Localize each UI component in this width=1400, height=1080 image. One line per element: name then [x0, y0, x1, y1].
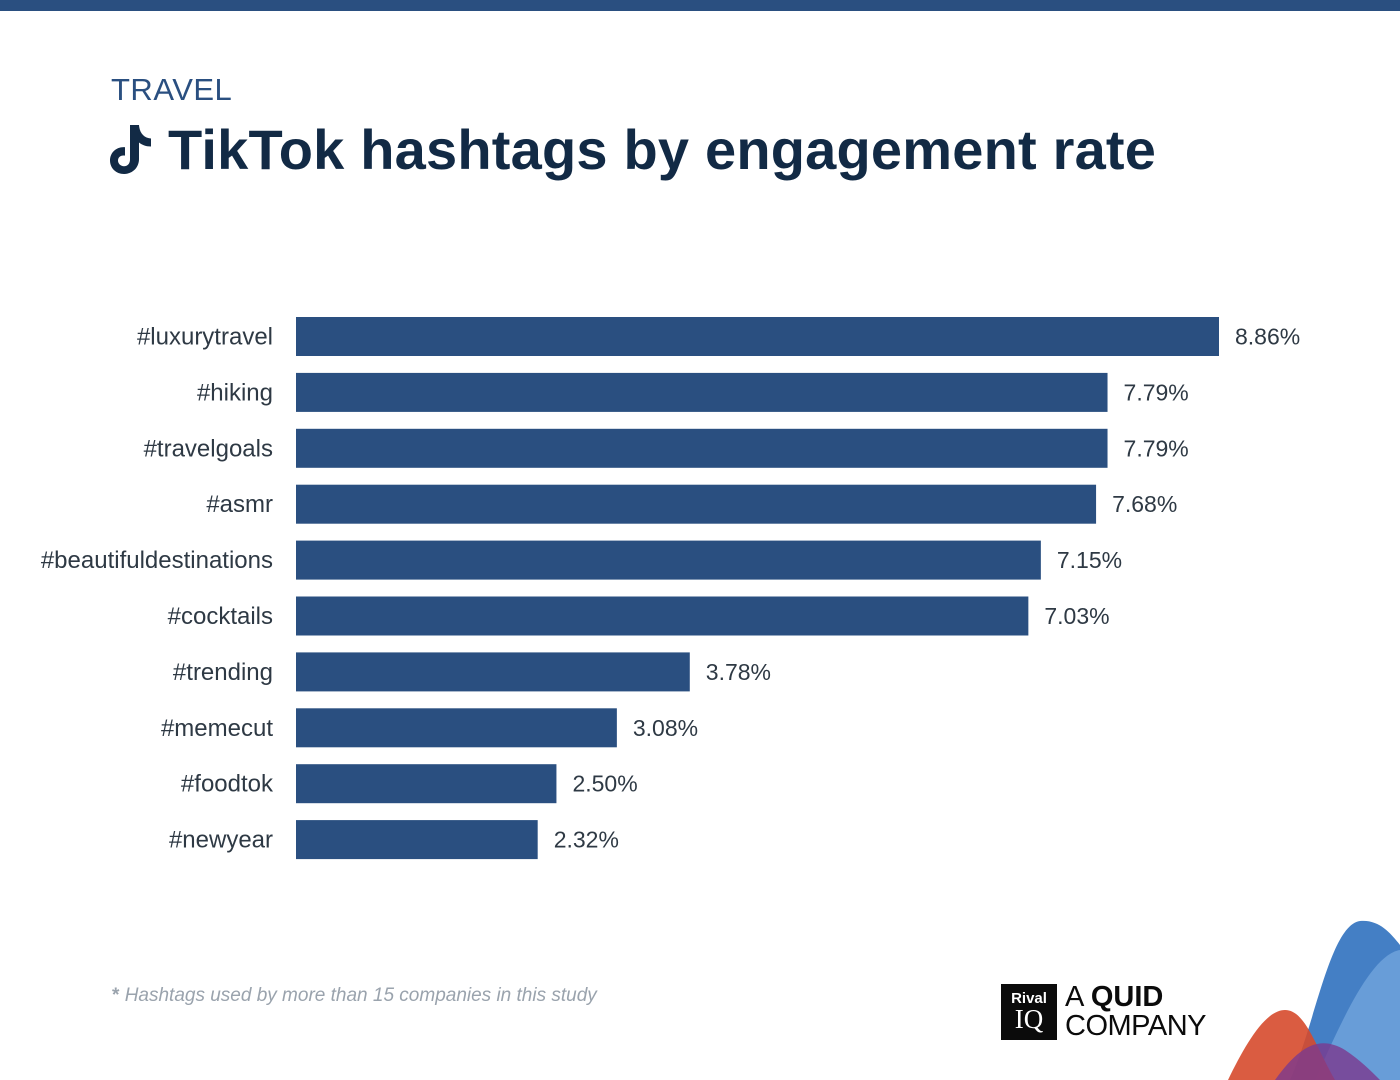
bar — [296, 484, 1097, 524]
value-label: 7.03% — [1044, 603, 1109, 629]
category-label: #memecut — [161, 715, 273, 742]
category-label: TRAVEL — [111, 72, 233, 107]
category-label: #beautifuldestinations — [41, 547, 273, 574]
value-label: 7.79% — [1124, 435, 1189, 461]
category-label: #trending — [173, 659, 273, 686]
category-label: #cocktails — [168, 603, 273, 630]
bar — [296, 540, 1041, 580]
bar — [296, 317, 1219, 356]
logo-a-text: A — [1065, 981, 1083, 1013]
footnote-text: Hashtags used by more than 15 companies … — [124, 985, 597, 1006]
footnote-star: * — [112, 985, 120, 1006]
category-label: #asmr — [206, 491, 273, 518]
bar — [296, 652, 690, 692]
bar — [296, 372, 1108, 412]
bar — [296, 708, 617, 748]
value-label: 3.78% — [706, 659, 771, 685]
category-label: #newyear — [169, 827, 273, 854]
value-label: 3.08% — [633, 715, 698, 741]
value-label: 7.68% — [1112, 491, 1177, 517]
logo-company-text: COMPANY — [1065, 1010, 1206, 1042]
bar — [296, 764, 557, 804]
chart-title: TikTok hashtags by engagement rate — [168, 117, 1157, 181]
value-label: 7.79% — [1124, 379, 1189, 405]
rival-iq-logo-mark: Rival IQ — [1001, 984, 1057, 1040]
value-label: 7.15% — [1057, 547, 1122, 573]
bar — [296, 428, 1108, 468]
decorative-waves — [1228, 920, 1400, 1080]
bar — [296, 596, 1029, 636]
category-label: #luxurytravel — [137, 324, 273, 351]
category-label: #hiking — [197, 379, 273, 406]
value-label: 8.86% — [1235, 324, 1300, 350]
category-label: #travelgoals — [144, 435, 273, 462]
title-row: TikTok hashtags by engagement rate — [108, 114, 1156, 184]
tiktok-icon — [110, 125, 151, 174]
value-label: 2.32% — [554, 827, 619, 853]
top-accent-bar — [0, 0, 1400, 11]
logo-iq-text: IQ — [1014, 1004, 1044, 1034]
logo-quid-text: QUID — [1090, 981, 1164, 1013]
rival-iq-logo: Rival IQ A QUID COMPANY — [1001, 983, 1206, 1041]
logo-wordmark: A QUID COMPANY — [1065, 983, 1206, 1041]
value-label: 2.50% — [572, 771, 637, 797]
footnote: * Hashtags used by more than 15 companie… — [112, 985, 597, 1007]
bar — [296, 820, 538, 860]
logo-rival-text: Rival — [1011, 990, 1047, 1007]
category-label: #foodtok — [181, 771, 274, 798]
